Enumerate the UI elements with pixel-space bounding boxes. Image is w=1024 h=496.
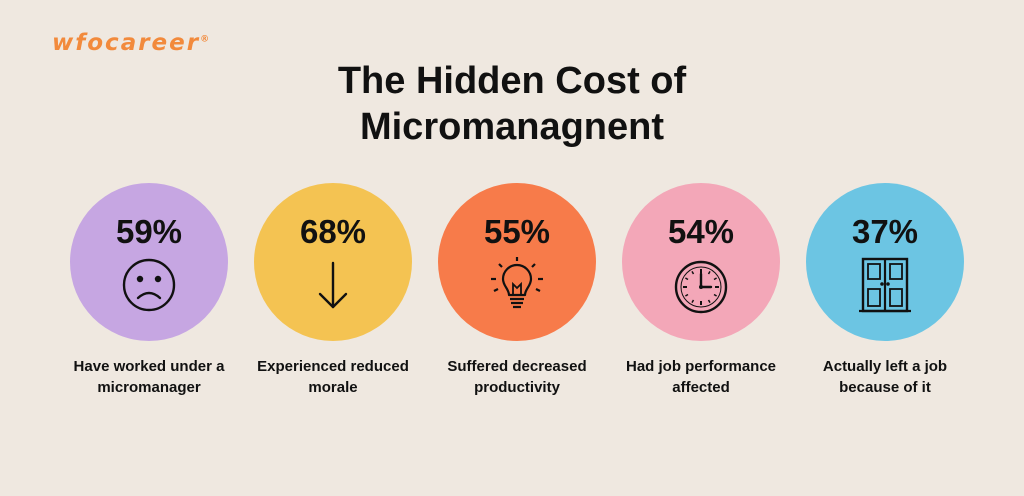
stat-label-line: Experienced reduced	[257, 358, 409, 375]
stat-label-line: Suffered decreased	[447, 358, 587, 375]
registered-mark: ®	[200, 34, 210, 45]
stat-value: 37%	[851, 213, 919, 250]
stat-label: Experienced reduced morale	[243, 356, 423, 398]
door-icon	[859, 257, 911, 313]
stat-label-line: productivity	[474, 379, 560, 396]
stat-circle: 37%	[806, 183, 964, 341]
stat-card: 68% Experienced reduced morale	[243, 183, 423, 398]
sad-face-icon	[122, 258, 176, 312]
stat-label-line: affected	[672, 379, 730, 396]
stat-label-line: Had job performance	[625, 358, 777, 375]
stat-label-line: Actually left a job	[822, 358, 948, 375]
stat-card: 55% Suffered decreased productivity	[427, 183, 607, 398]
stat-label: Suffered decreased productivity	[427, 356, 607, 398]
stat-card: 37% Actually left a job because of it	[795, 183, 975, 398]
stat-label: Had job performance affected	[611, 356, 791, 398]
clock-icon	[674, 260, 728, 314]
brand-logo: wfocareer®	[52, 30, 209, 56]
title-line-2: Micromanagnent	[359, 106, 665, 148]
stat-value: 55%	[483, 213, 551, 250]
stat-label-line: micromanager	[97, 379, 201, 396]
stat-label: Have worked under a micromanager	[59, 356, 239, 398]
stat-label: Actually left a job because of it	[795, 356, 975, 398]
stat-value: 59%	[115, 213, 183, 250]
title-line-1: The Hidden Cost of	[337, 60, 687, 102]
page-title: The Hidden Cost of Micromanagnent	[0, 58, 1024, 150]
stat-value: 54%	[667, 213, 735, 250]
stat-label-line: because of it	[839, 379, 931, 396]
stat-circle: 54%	[622, 183, 780, 341]
stat-circle: 59%	[70, 183, 228, 341]
stat-label-line: morale	[308, 379, 358, 396]
arrow-down-icon	[318, 261, 348, 309]
stat-value: 68%	[299, 213, 367, 250]
lightbulb-icon	[491, 257, 543, 309]
stat-card: 54% Had job perfo	[611, 183, 791, 398]
stat-label-line: Have worked under a	[73, 358, 225, 375]
stat-circle: 68%	[254, 183, 412, 341]
stats-row: 59% Have worked under a micromanager 68%…	[0, 183, 1024, 413]
brand-name: wfocareer	[52, 30, 201, 56]
stat-circle: 55%	[438, 183, 596, 341]
stat-card: 59% Have worked under a micromanager	[59, 183, 239, 398]
